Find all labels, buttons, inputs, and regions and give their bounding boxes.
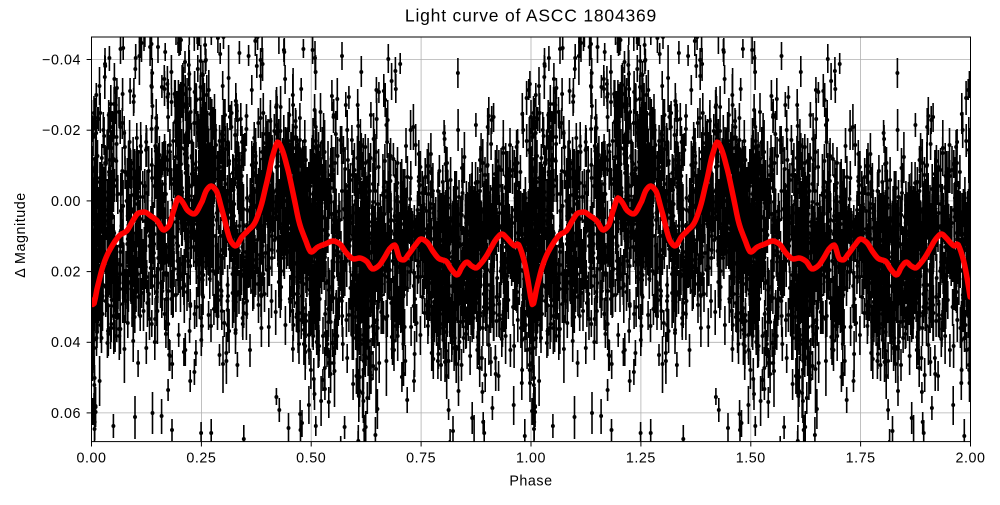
svg-text:2.00: 2.00 xyxy=(955,451,985,467)
svg-text:0.02: 0.02 xyxy=(51,265,81,281)
svg-text:0.04: 0.04 xyxy=(51,335,81,351)
svg-text:0.06: 0.06 xyxy=(51,406,81,422)
svg-text:Light curve of ASCC 1804369: Light curve of ASCC 1804369 xyxy=(405,6,657,26)
svg-text:Δ Magnitude: Δ Magnitude xyxy=(13,192,29,278)
svg-text:1.75: 1.75 xyxy=(846,451,876,467)
svg-text:1.50: 1.50 xyxy=(736,451,766,467)
svg-text:1.25: 1.25 xyxy=(626,451,656,467)
svg-text:0.25: 0.25 xyxy=(186,451,216,467)
svg-text:0.50: 0.50 xyxy=(296,451,326,467)
svg-text:0.00: 0.00 xyxy=(76,451,106,467)
svg-text:1.00: 1.00 xyxy=(516,451,546,467)
svg-text:0.00: 0.00 xyxy=(51,194,81,210)
svg-text:0.75: 0.75 xyxy=(406,451,436,467)
svg-text:−0.02: −0.02 xyxy=(42,123,81,139)
svg-text:−0.04: −0.04 xyxy=(42,52,81,68)
svg-text:Phase: Phase xyxy=(509,474,552,490)
